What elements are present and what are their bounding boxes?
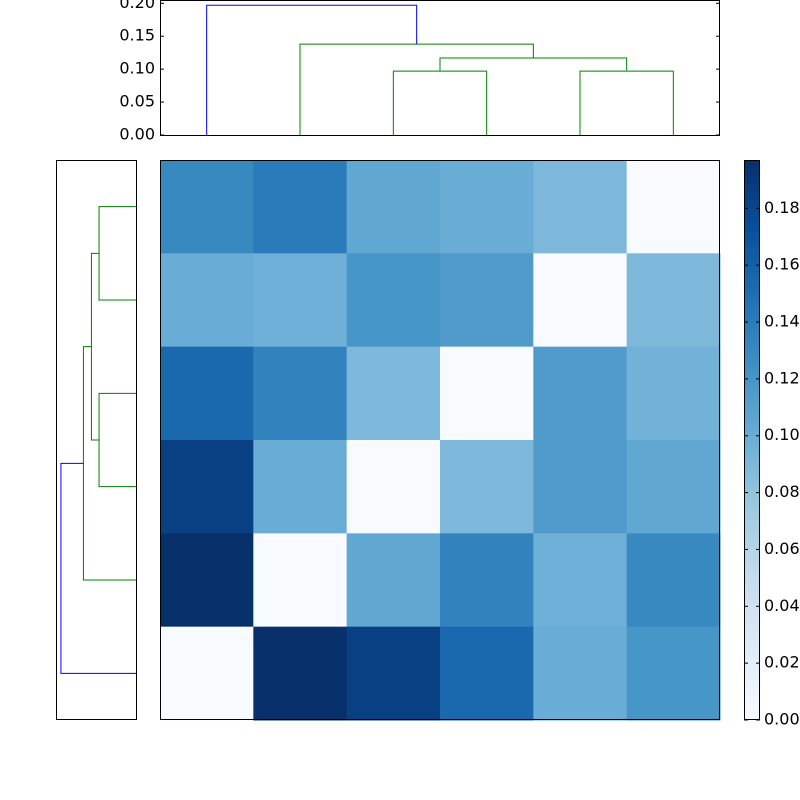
heatmap-cell	[626, 626, 721, 721]
y-tick-label: 0.15	[119, 26, 155, 45]
heatmap-cell	[533, 533, 628, 628]
heatmap-cell	[346, 253, 441, 348]
heatmap-cell	[440, 626, 534, 721]
heatmap-cell	[533, 440, 628, 534]
heatmap-cell	[346, 160, 441, 254]
heatmap-cell	[626, 533, 721, 628]
heatmap-cell	[533, 626, 628, 721]
heatmap-cell	[253, 440, 348, 534]
heatmap-cell	[626, 440, 721, 534]
heatmap-cell	[533, 160, 628, 254]
dendrogram-link	[206, 4, 418, 135]
heatmap-cell	[253, 160, 348, 254]
y-tick-label: 0.00	[119, 125, 155, 144]
dendrogram-link	[90, 252, 100, 441]
heatmap-cell	[160, 440, 254, 534]
dendrogram-link	[98, 206, 136, 301]
heatmap-cell	[626, 160, 721, 254]
y-tick-label: 0.10	[119, 59, 155, 78]
dendrogram-link	[579, 70, 674, 135]
heatmap-cell	[253, 626, 348, 721]
left-dendrogram-frame	[56, 160, 137, 720]
dendrogram-link	[299, 43, 534, 135]
heatmap-cell	[253, 533, 348, 628]
colorbar-tick-label: 0.16	[764, 255, 800, 274]
colorbar-tick-label: 0.12	[764, 368, 800, 387]
heatmap-cell	[533, 253, 628, 348]
plot-layer	[60, 4, 721, 721]
heatmap-cell	[160, 160, 254, 254]
heatmap-frame	[160, 160, 720, 720]
heatmap-cell	[160, 626, 254, 721]
colorbar	[744, 160, 760, 720]
heatmap-cell	[253, 253, 348, 348]
dendrogram-link	[82, 346, 136, 581]
heatmap-cell	[346, 626, 441, 721]
top-dendrogram-frame	[160, 0, 720, 136]
heatmap-cell	[346, 440, 441, 534]
heatmap-cell	[626, 346, 721, 441]
dendrogram-link	[392, 70, 488, 135]
y-tick-label: 0.05	[119, 92, 155, 111]
heatmap-cell	[440, 533, 534, 628]
dendrogram-link	[60, 462, 136, 674]
colorbar-tick-label: 0.14	[764, 312, 800, 331]
dendrogram-link	[98, 392, 136, 488]
heatmap-cell	[346, 533, 441, 628]
colorbar-tick-label: 0.18	[764, 198, 800, 217]
heatmap-cell	[160, 533, 254, 628]
y-tick-label: 0.20	[119, 0, 155, 12]
heatmap-cell	[346, 346, 441, 441]
colorbar-tick-label: 0.02	[764, 653, 800, 672]
heatmap-cell	[533, 346, 628, 441]
heatmap-cell	[160, 346, 254, 441]
colorbar-tick-label: 0.08	[764, 482, 800, 501]
heatmap-cell	[440, 160, 534, 254]
dendrogram-link	[439, 57, 628, 72]
heatmap-cell	[626, 253, 721, 348]
heatmap-cell	[160, 253, 254, 348]
colorbar-tick-label: 0.04	[764, 596, 800, 615]
heatmap-cell	[440, 253, 534, 348]
heatmap-cell	[440, 440, 534, 534]
heatmap-cell	[440, 346, 534, 441]
colorbar-tick-label: 0.00	[764, 710, 800, 729]
colorbar-tick-label: 0.06	[764, 539, 800, 558]
colorbar-tick-label: 0.10	[764, 425, 800, 444]
heatmap-cell	[253, 346, 348, 441]
